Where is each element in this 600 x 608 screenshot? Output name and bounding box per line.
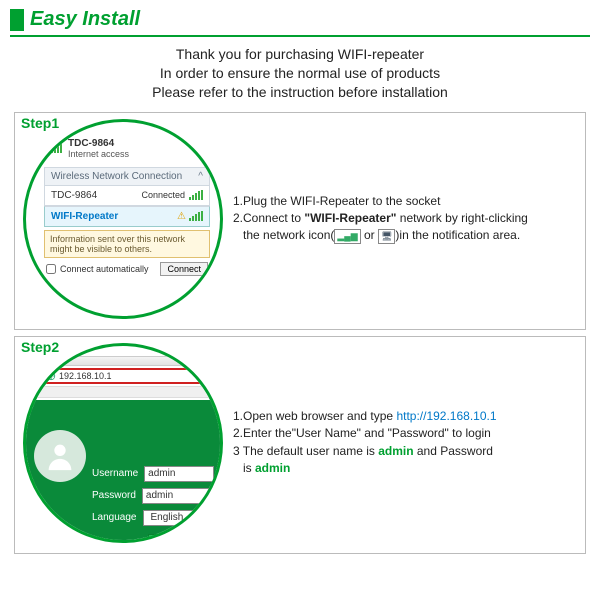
repeater-ssid: WIFI-Repeater	[51, 211, 118, 222]
password-input[interactable]	[142, 488, 212, 504]
language-label: Language	[92, 512, 137, 523]
step2-desc-1: 1.Open web browser and type http://192.1…	[233, 408, 577, 425]
intro-line-2: In order to ensure the normal use of pro…	[10, 64, 590, 83]
wireless-panel-title: Wireless Network Connection	[51, 171, 182, 182]
language-row: Language English	[92, 510, 217, 526]
auto-connect-label: Connect automatically	[60, 264, 149, 274]
address-bar[interactable]: 192.168.10.1	[41, 368, 205, 384]
avatar-icon	[34, 430, 86, 482]
step2-label: Step2	[21, 339, 59, 355]
current-network-row: TDC-9864 Internet access	[44, 136, 210, 161]
intro-text: Thank you for purchasing WIFI-repeater I…	[10, 45, 590, 102]
step2-description: 1.Open web browser and type http://192.1…	[233, 408, 577, 478]
connected-network-row[interactable]: TDC-9864 Connected	[44, 186, 210, 206]
step1-desc-1: 1.Plug the WIFI-Repeater to the socket	[233, 193, 577, 210]
step1-label: Step1	[21, 115, 59, 131]
globe-icon	[46, 371, 56, 381]
wireless-panel-header[interactable]: Wireless Network Connection ^	[44, 167, 210, 186]
url-text: 192.168.10.1	[59, 371, 112, 381]
current-status: Internet access	[68, 149, 129, 159]
step2-illustration: 192.168.10.1 Username Password Language …	[23, 343, 223, 543]
monitor-icon: 🖥	[378, 229, 395, 244]
browser-toolbar	[36, 386, 210, 398]
login-panel: Username Password Language English Submi…	[26, 400, 220, 540]
signal-icon	[48, 143, 62, 153]
submit-button[interactable]: Submit	[148, 534, 201, 543]
password-label: Password	[92, 490, 136, 501]
step1-desc-3: the network icon(▂▄▆ or 🖥)in the notific…	[233, 227, 577, 244]
step1-desc-2: 2.Connect to "WIFI-Repeater" network by …	[233, 210, 577, 227]
intro-line-1: Thank you for purchasing WIFI-repeater	[10, 45, 590, 64]
header: Easy Install	[10, 8, 590, 31]
username-row: Username	[92, 466, 214, 482]
signal-icon	[189, 211, 203, 221]
network-warning: Information sent over this network might…	[44, 230, 210, 258]
current-ssid: TDC-9864	[68, 138, 129, 149]
connect-button[interactable]: Connect	[160, 262, 208, 276]
step2-desc-4: is admin	[233, 460, 577, 477]
step1-box: Step1 TDC-9864 Internet access Wireless …	[14, 112, 586, 330]
header-underline	[10, 35, 590, 37]
step2-desc-3: 3 The default user name is admin and Pas…	[233, 443, 577, 460]
step1-illustration: TDC-9864 Internet access Wireless Networ…	[23, 119, 223, 319]
page-title: Easy Install	[30, 8, 140, 31]
signal-bars-icon: ▂▄▆	[334, 229, 360, 244]
password-row: Password	[92, 488, 212, 504]
connect-row: Connect automatically Connect	[44, 258, 210, 280]
signal-icon	[189, 190, 203, 200]
step2-box: Step2 192.168.10.1 Username Password Lan…	[14, 336, 586, 554]
warning-icon: ⚠	[177, 211, 186, 222]
header-accent	[10, 9, 24, 31]
username-input[interactable]	[144, 466, 214, 482]
repeater-network-row[interactable]: WIFI-Repeater ⚠	[44, 206, 210, 227]
step1-description: 1.Plug the WIFI-Repeater to the socket 2…	[233, 193, 577, 245]
step2-desc-2: 2.Enter the"User Name" and "Password" to…	[233, 425, 577, 442]
connected-ssid: TDC-9864	[51, 190, 97, 201]
connected-label: Connected	[141, 190, 185, 200]
auto-connect-checkbox[interactable]	[46, 264, 56, 274]
language-select[interactable]: English	[143, 510, 217, 526]
chevron-up-icon: ^	[198, 171, 203, 182]
intro-line-3: Please refer to the instruction before i…	[10, 83, 590, 102]
browser-tabs	[36, 356, 210, 366]
network-popup: TDC-9864 Internet access Wireless Networ…	[44, 136, 210, 280]
username-label: Username	[92, 468, 138, 479]
